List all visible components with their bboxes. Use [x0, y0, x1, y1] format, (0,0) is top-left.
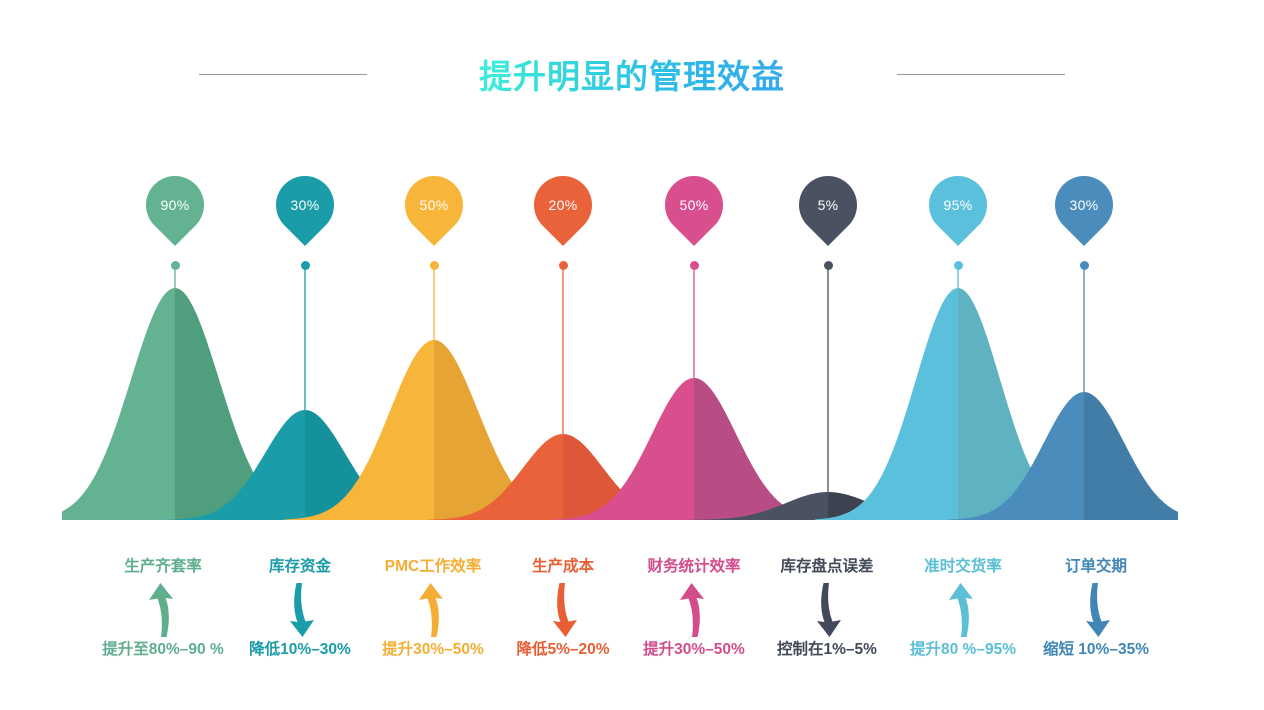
pin-anchor-dot-icon — [558, 261, 568, 270]
legend-item-trend-arrow — [888, 582, 1038, 638]
pin-anchor-dot-icon — [1079, 261, 1089, 270]
pin-value-label: 95% — [943, 197, 973, 213]
legend-item-5[interactable]: 财务统计效率 提升30%–50% — [619, 556, 769, 660]
legend-item-change-value: 缩短 10%–35% — [1043, 641, 1149, 658]
title-row: 提升明显的管理效益 — [0, 46, 1264, 102]
bell-curve-right-half — [434, 340, 584, 520]
arrow-down-icon — [553, 583, 577, 637]
legend-item-title: 生产成本 — [531, 558, 594, 575]
arrow-up-icon — [949, 583, 973, 637]
bell-curve-right-half — [958, 288, 1101, 520]
legend-item-2[interactable]: 库存资金 降低10%–30% — [225, 556, 375, 660]
legend-item-title: 财务统计效率 — [647, 558, 741, 575]
legend-item-title: 生产齐套率 — [124, 558, 202, 575]
legend-item-trend-arrow — [88, 582, 238, 638]
pin-anchor-dot-icon — [953, 261, 963, 270]
pin-value-label: 90% — [160, 197, 190, 213]
bell-curve-right-half — [563, 434, 699, 520]
arrow-up-icon — [680, 583, 704, 637]
arrow-up-icon — [149, 583, 173, 637]
bell-curve-left-half — [551, 378, 694, 520]
legend-item-change-value: 提升30%–50% — [643, 641, 745, 658]
bell-curve-left-half — [427, 434, 563, 520]
title-divider-right-icon — [897, 73, 1065, 75]
pin-value-label: 50% — [419, 197, 449, 213]
legend-item-title: 订单交期 — [1064, 558, 1127, 575]
legend-item-change-value: 提升至80%–90 % — [102, 641, 224, 658]
arrow-down-icon — [1086, 583, 1110, 637]
legend-item-change-value: 控制在1%–5% — [777, 641, 877, 658]
bell-curve-left-half — [685, 492, 828, 520]
arrow-down-icon — [290, 583, 314, 637]
pin-value-label: 30% — [290, 197, 320, 213]
bell-curve-right-half — [175, 288, 325, 520]
bell-curve-right-half — [305, 410, 441, 520]
title-divider-left-icon — [199, 73, 367, 75]
legend-item-trend-arrow — [1021, 582, 1171, 638]
legend-item-3[interactable]: PMC工作效率 提升30%–50% — [358, 556, 508, 660]
legend-item-6[interactable]: 库存盘点误差 控制在1%–5% — [752, 556, 902, 660]
bell-curve-left-half — [284, 340, 434, 520]
legend-item-trend-arrow — [488, 582, 638, 638]
bell-curve-right-half — [1084, 392, 1178, 520]
legend-item-change-value: 提升80 %–95% — [910, 641, 1016, 658]
arrow-up-icon — [419, 583, 443, 637]
pin-anchor-dot-icon — [823, 261, 833, 270]
pin-anchor-dot-icon — [429, 261, 439, 270]
legend-item-change-value: 提升30%–50% — [382, 641, 484, 658]
legend-item-trend-arrow — [225, 582, 375, 638]
arrow-down-icon — [817, 583, 841, 637]
legend-item-change-value: 降低10%–30% — [249, 641, 351, 658]
legend-item-title: 库存资金 — [268, 558, 331, 575]
legend-item-trend-arrow — [752, 582, 902, 638]
bell-curve-right-half — [694, 378, 837, 520]
page-title: 提升明显的管理效益 — [479, 50, 785, 98]
bell-curve-left-half — [948, 392, 1084, 520]
legend-item-4[interactable]: 生产成本 降低5%–20% — [488, 556, 638, 660]
legend-item-trend-arrow — [619, 582, 769, 638]
legend-item-title: PMC工作效率 — [384, 558, 482, 575]
pin-anchor-dot-icon — [689, 261, 699, 270]
legend-item-trend-arrow — [358, 582, 508, 638]
legend-item-1[interactable]: 生产齐套率 提升至80%–90 % — [88, 556, 238, 660]
pin-value-label: 20% — [548, 197, 578, 213]
legend-item-8[interactable]: 订单交期 缩短 10%–35% — [1021, 556, 1171, 660]
legend-item-title: 库存盘点误差 — [780, 558, 874, 575]
pin-anchor-dot-icon — [170, 261, 180, 270]
legend-row: 生产齐套率 提升至80%–90 % 库存资金 降低10%–30% PMC工作效率 提… — [0, 556, 1264, 696]
bell-curve-left-half — [62, 288, 175, 520]
legend-item-title: 准时交货率 — [924, 558, 1002, 575]
pin-anchor-dot-icon — [300, 261, 310, 270]
bell-curve-left-half — [169, 410, 305, 520]
legend-item-change-value: 降低5%–20% — [516, 641, 610, 658]
pin-value-label: 30% — [1069, 197, 1099, 213]
pin-value-label: 50% — [679, 197, 709, 213]
legend-item-7[interactable]: 准时交货率 提升80 %–95% — [888, 556, 1038, 660]
bell-curve-left-half — [815, 288, 958, 520]
pin-value-label: 5% — [817, 197, 839, 213]
